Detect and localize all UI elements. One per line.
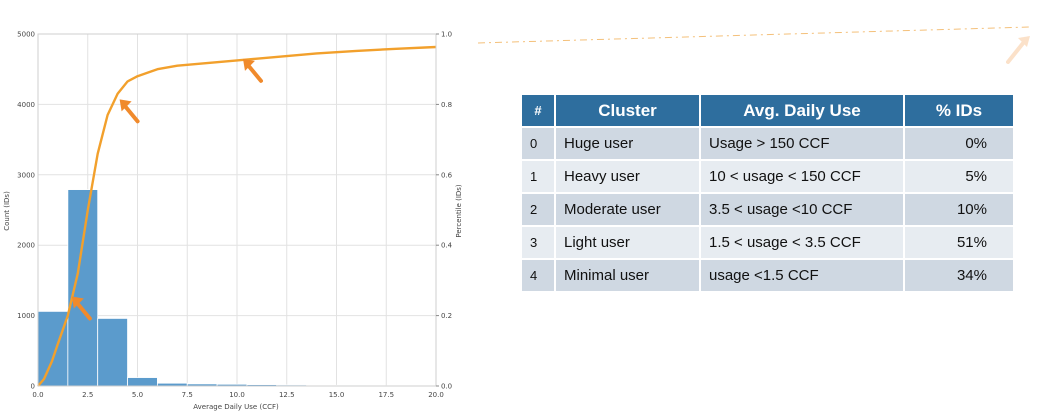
y2-tick-label: 0.2 [441,312,452,320]
arrow-head [119,99,132,112]
faint-arrow-icon [1006,36,1030,64]
cell-pct: 10% [904,192,1013,226]
table-row: 4 Minimal user usage <1.5 CCF 34% [522,258,1013,291]
cluster-table: # Cluster Avg. Daily Use % IDs 0 Huge us… [522,95,1013,291]
cell-num: 3 [522,225,556,259]
histogram-bars [37,189,427,387]
cell-num: 0 [522,126,556,160]
cell-num: 2 [522,192,556,226]
y2-tick-label: 0.6 [441,171,453,179]
cell-cluster: Minimal user [555,258,701,291]
x-tick-label: 7.5 [182,391,193,399]
cell-cluster: Heavy user [555,159,701,193]
x-tick-label: 20.0 [428,391,444,399]
cell-cluster: Light user [555,225,701,259]
x-tick-label: 5.0 [132,391,143,399]
annotation-arrow [242,58,263,83]
y-tick-label: 2000 [17,242,35,250]
annotation-arrows [71,58,263,321]
cell-avg: 3.5 < usage <10 CCF [700,192,905,226]
y-tick-label: 1000 [17,312,35,320]
header-cluster: Cluster [555,95,701,127]
header-pct-ids: % IDs [904,95,1013,127]
x-tick-label: 12.5 [279,391,295,399]
table-row: 1 Heavy user 10 < usage < 150 CCF 5% [522,159,1013,193]
cell-cluster: Moderate user [555,192,701,226]
histogram-bar [37,310,69,387]
arrow-head [242,58,255,71]
cell-pct: 0% [904,126,1013,160]
cell-cluster: Huge user [555,126,701,160]
histogram-bar [127,377,158,387]
faint-arrow-head [1018,36,1030,47]
axes: 0.0 2.5 5.0 7.5 10.0 12.5 15.0 17.5 20.0 0 1000 200… [17,31,453,400]
faint-arrow-shaft [1006,40,1026,64]
x-tick-label: 0.0 [32,391,43,399]
arrow-head [71,296,84,309]
arrow-shaft [244,61,263,83]
table-row: 0 Huge user Usage > 150 CCF 0% [522,126,1013,160]
y2-tick-label: 0.0 [441,383,452,391]
cdf-line [37,45,437,387]
y2-tick-label: 0.4 [441,242,453,250]
cell-pct: 34% [904,258,1013,291]
cell-num: 4 [522,258,556,291]
cell-num: 1 [522,159,556,193]
y2-axis-label: Percentile (IDs) [455,184,463,238]
x-axis-label: Average Daily Use (CCF) [193,403,279,411]
header-avg-daily-use: Avg. Daily Use [700,95,905,127]
x-tick-label: 17.5 [378,391,394,399]
histogram-bar [97,318,128,387]
decorative-dashed-line [477,26,1031,64]
grid [37,33,437,387]
y2-tick-label: 1.0 [441,31,452,39]
y-axis-label: Count (IDs) [3,191,11,231]
cell-pct: 51% [904,225,1013,259]
y-tick-label: 0 [31,383,35,391]
arrow-shaft [73,299,92,321]
plot-frame [37,33,437,387]
cell-avg: usage <1.5 CCF [700,258,905,291]
cell-avg: 1.5 < usage < 3.5 CCF [700,225,905,259]
table-row: 3 Light user 1.5 < usage < 3.5 CCF 51% [522,225,1013,259]
y2-tick-label: 0.8 [441,101,452,109]
y-tick-label: 5000 [17,31,35,39]
x-tick-label: 10.0 [229,391,245,399]
table-header-row: # Cluster Avg. Daily Use % IDs [522,95,1013,127]
x-tick-label: 15.0 [329,391,345,399]
header-num: # [522,95,556,127]
cell-pct: 5% [904,159,1013,193]
cell-avg: 10 < usage < 150 CCF [700,159,905,193]
table-row: 2 Moderate user 3.5 < usage <10 CCF 10% [522,192,1013,226]
y-tick-label: 3000 [17,171,35,179]
y-tick-label: 4000 [17,101,35,109]
annotation-arrow [119,99,140,124]
dashed-guide-line [477,26,1031,44]
arrow-shaft [121,102,140,124]
annotation-arrow [71,296,92,321]
cdf-curve [37,45,437,387]
cell-avg: Usage > 150 CCF [700,126,905,160]
histogram-bar [67,189,99,387]
x-tick-label: 2.5 [82,391,93,399]
